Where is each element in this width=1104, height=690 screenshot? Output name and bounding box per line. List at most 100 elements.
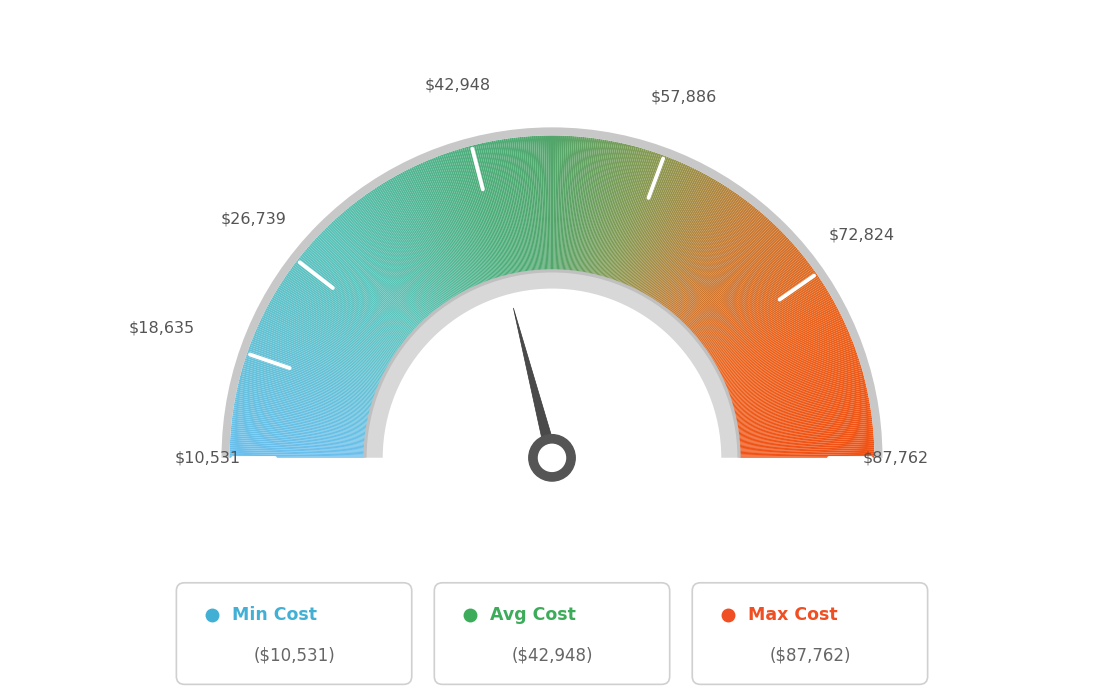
Wedge shape: [266, 306, 388, 371]
Text: $87,762: $87,762: [863, 451, 930, 465]
Wedge shape: [513, 137, 531, 272]
Wedge shape: [697, 253, 802, 339]
Text: Min Cost: Min Cost: [232, 606, 317, 624]
Wedge shape: [631, 166, 691, 289]
Wedge shape: [288, 272, 400, 351]
Wedge shape: [728, 345, 854, 393]
Wedge shape: [564, 136, 574, 271]
Wedge shape: [231, 429, 365, 442]
Wedge shape: [244, 360, 374, 402]
Wedge shape: [608, 150, 651, 280]
Wedge shape: [562, 136, 571, 271]
Wedge shape: [317, 236, 416, 330]
Wedge shape: [399, 173, 464, 293]
Wedge shape: [262, 317, 384, 377]
Wedge shape: [232, 417, 367, 435]
Wedge shape: [231, 424, 367, 439]
Wedge shape: [280, 282, 395, 357]
Wedge shape: [626, 162, 682, 286]
Wedge shape: [736, 407, 871, 430]
Wedge shape: [734, 388, 867, 418]
Wedge shape: [456, 149, 498, 279]
Wedge shape: [609, 151, 654, 280]
Wedge shape: [384, 181, 456, 298]
Wedge shape: [501, 139, 524, 273]
Wedge shape: [336, 217, 427, 319]
Wedge shape: [739, 440, 874, 449]
Wedge shape: [484, 142, 513, 275]
Wedge shape: [701, 264, 810, 346]
Wedge shape: [437, 156, 487, 283]
Wedge shape: [627, 163, 683, 287]
Wedge shape: [603, 148, 641, 278]
Wedge shape: [736, 400, 870, 425]
Wedge shape: [402, 172, 466, 293]
Wedge shape: [310, 243, 413, 334]
Wedge shape: [665, 201, 749, 309]
Wedge shape: [237, 384, 370, 416]
Wedge shape: [301, 254, 407, 340]
Wedge shape: [231, 431, 365, 444]
Wedge shape: [715, 301, 835, 368]
Wedge shape: [424, 161, 479, 286]
Wedge shape: [703, 268, 814, 349]
Wedge shape: [532, 136, 541, 271]
Wedge shape: [246, 355, 375, 399]
Wedge shape: [222, 128, 882, 458]
Wedge shape: [570, 137, 584, 272]
Wedge shape: [573, 137, 591, 272]
Wedge shape: [575, 138, 594, 273]
Wedge shape: [508, 138, 528, 273]
Wedge shape: [321, 231, 418, 327]
Wedge shape: [232, 415, 367, 435]
Wedge shape: [612, 152, 657, 281]
Wedge shape: [234, 404, 368, 427]
Wedge shape: [250, 343, 378, 393]
Wedge shape: [290, 268, 401, 349]
Wedge shape: [572, 137, 588, 272]
Wedge shape: [672, 210, 761, 315]
Wedge shape: [347, 208, 434, 314]
Wedge shape: [601, 146, 638, 277]
Wedge shape: [705, 273, 818, 352]
Wedge shape: [699, 259, 807, 343]
Wedge shape: [569, 137, 582, 272]
Wedge shape: [719, 311, 840, 374]
Wedge shape: [518, 137, 533, 272]
Wedge shape: [728, 347, 856, 395]
Wedge shape: [691, 241, 793, 333]
Wedge shape: [595, 144, 628, 276]
Wedge shape: [722, 324, 847, 382]
Wedge shape: [652, 186, 726, 301]
Wedge shape: [256, 328, 381, 384]
Wedge shape: [725, 337, 852, 389]
Wedge shape: [730, 356, 859, 400]
Wedge shape: [236, 389, 369, 420]
Wedge shape: [498, 139, 521, 273]
Wedge shape: [739, 454, 874, 457]
Wedge shape: [429, 159, 482, 285]
Wedge shape: [611, 152, 656, 281]
Wedge shape: [410, 168, 470, 290]
Wedge shape: [710, 285, 826, 359]
Wedge shape: [719, 313, 841, 375]
Wedge shape: [732, 368, 862, 407]
Wedge shape: [558, 135, 564, 271]
Wedge shape: [732, 372, 863, 409]
Wedge shape: [577, 139, 598, 273]
Wedge shape: [725, 339, 852, 390]
Wedge shape: [733, 380, 866, 413]
Wedge shape: [617, 156, 667, 283]
Wedge shape: [721, 321, 845, 380]
Wedge shape: [560, 136, 569, 271]
Wedge shape: [264, 311, 385, 374]
Wedge shape: [739, 426, 873, 440]
Wedge shape: [230, 442, 365, 450]
Wedge shape: [565, 136, 576, 271]
Wedge shape: [232, 413, 367, 433]
Wedge shape: [555, 135, 560, 271]
Wedge shape: [454, 150, 497, 279]
Wedge shape: [447, 152, 492, 281]
Wedge shape: [614, 154, 661, 282]
Wedge shape: [664, 199, 746, 308]
